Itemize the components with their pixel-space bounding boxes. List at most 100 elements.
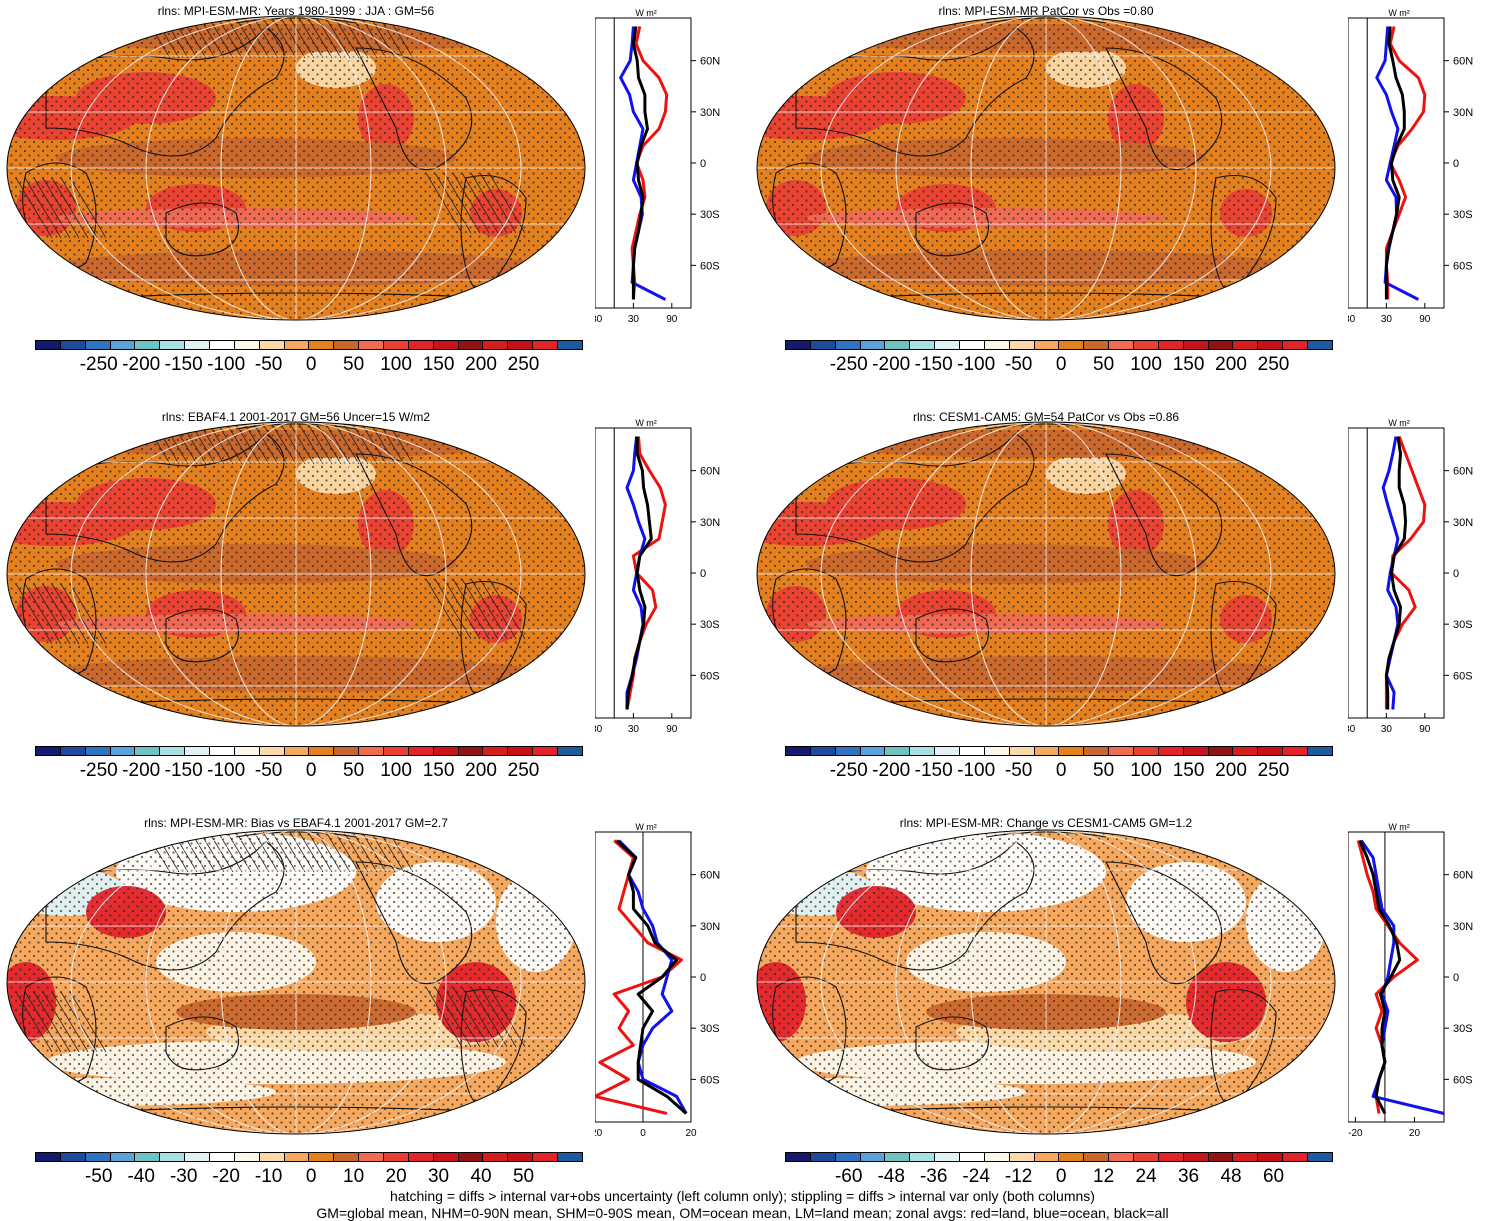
y-tick-label: 30S [700, 209, 720, 221]
colorbar-swatch [860, 341, 886, 349]
colorbar-labels: -50 -40 -30 -20 -10 0 10 20 30 40 50 [35, 1166, 583, 1190]
panel-title: rlns: MPI-ESM-MR: Years 1980-1999 : JJA … [157, 4, 435, 18]
zonal-mean-plot: W m² -20 0 20 60N 30N 0 30S 60S [595, 822, 720, 1139]
coastline [45, 841, 285, 971]
colorbar-tick-label: -50 [1004, 354, 1033, 375]
colorbar-swatch [558, 341, 582, 349]
colorbar-swatch [284, 747, 310, 755]
colorbar-swatch [60, 1153, 86, 1161]
colorbar-swatch [1283, 341, 1309, 349]
colorbar-swatch [36, 341, 61, 349]
colorbar-swatch [935, 747, 961, 755]
colorbar-tick-label: 12 [1093, 1166, 1115, 1187]
zonal-mean-plot: W m² -30 30 90 60N 30N 0 30S 60S [595, 418, 720, 735]
colorbar-tick-label: -200 [872, 760, 911, 781]
colorbar-swatch [1059, 1153, 1085, 1161]
colorbar-swatch [384, 747, 409, 755]
colorbar-swatch [234, 747, 260, 755]
coastline [915, 608, 990, 663]
colorbar-swatch [1109, 747, 1135, 755]
zonal-line-all [615, 839, 688, 1115]
y-tick-label: 60N [700, 56, 720, 68]
colorbar-tick-label: 0 [1055, 354, 1067, 375]
colorbar-labels: -250 -200 -150 -100 -50 0 50 100 150 200 250 [35, 354, 583, 378]
colorbar-tick-label: 200 [1215, 354, 1247, 375]
colorbar-swatch [408, 341, 434, 349]
colorbar-swatch [786, 1153, 811, 1161]
coastline [1105, 861, 1223, 985]
colorbar-tick-label: 10 [343, 1166, 365, 1187]
zonal-unit-label: W m² [635, 418, 657, 428]
colorbar-swatch [408, 747, 434, 755]
colorbar-swatch [1158, 1153, 1184, 1161]
colorbar-swatch [1009, 747, 1035, 755]
colorbar-swatch [1183, 747, 1209, 755]
colorbar [785, 340, 1333, 350]
colorbar-swatch [810, 747, 836, 755]
colorbar-swatch [860, 1153, 886, 1161]
colorbar-swatch [508, 1153, 534, 1161]
colorbar-swatch [885, 747, 911, 755]
colorbar-swatch [1233, 747, 1259, 755]
world-map [756, 421, 1336, 727]
colorbar-tick-label: 250 [507, 760, 540, 781]
colorbar-swatch [433, 747, 459, 755]
x-tick-label: 0 [640, 1128, 646, 1139]
y-tick-label: 30N [1453, 517, 1473, 529]
colorbar-tick-label: 100 [1130, 354, 1162, 375]
colorbar-swatch [185, 341, 211, 349]
x-tick-label: 90 [666, 314, 678, 325]
x-tick-label: 30 [1381, 314, 1393, 325]
coastline [355, 47, 473, 171]
colorbar-swatch [359, 341, 385, 349]
zonal-mean-plot: W m² -30 30 90 60N 30N 0 30S 60S [595, 8, 720, 325]
panel-title: rlns: MPI-ESM-MR PatCor vs Obs =0.80 [938, 4, 1154, 18]
colorbar-swatch [835, 1153, 861, 1161]
zonal-mean-plot: W m² -30 30 90 60N 30N 0 30S 60S [1348, 8, 1473, 325]
y-tick-label: 60S [700, 1074, 720, 1086]
y-tick-label: 30N [700, 517, 720, 529]
colorbar-tick-label: -100 [957, 760, 996, 781]
colorbar-swatch [786, 747, 811, 755]
x-tick-label: -30 [1348, 314, 1356, 325]
colorbar-tick-label: 0 [305, 354, 317, 375]
zonal-unit-label: W m² [1388, 822, 1410, 832]
colorbar-swatch [135, 341, 161, 349]
colorbar-swatch [135, 1153, 161, 1161]
colorbar-swatch [935, 1153, 961, 1161]
colorbar-swatch [533, 1153, 559, 1161]
colorbar-swatch [309, 341, 335, 349]
panel-title: rlns: MPI-ESM-MR: Bias vs EBAF4.1 2001-2… [144, 816, 448, 830]
y-tick-label: 60N [700, 870, 720, 882]
colorbar-tick-label: -50 [254, 760, 283, 781]
coastline [1105, 47, 1223, 171]
colorbar-swatch [885, 1153, 911, 1161]
zonal-unit-label: W m² [635, 8, 657, 18]
coastline [915, 1016, 990, 1071]
x-tick-label: 90 [666, 724, 678, 735]
x-tick-label: -30 [595, 724, 603, 735]
graticule [757, 422, 1335, 726]
y-tick-label: 60N [700, 466, 720, 478]
colorbar [35, 746, 583, 756]
coastline [45, 27, 285, 157]
y-tick-label: 0 [700, 158, 706, 170]
colorbar-swatch [885, 341, 911, 349]
colorbar-swatch [1258, 747, 1284, 755]
colorbar-tick-label: 200 [465, 760, 497, 781]
colorbar-tick-label: 200 [1215, 760, 1247, 781]
world-map [756, 15, 1336, 321]
colorbar-swatch [1283, 1153, 1309, 1161]
colorbar-swatch [309, 1153, 335, 1161]
colorbar [35, 340, 583, 350]
colorbar-swatch [458, 341, 484, 349]
coastline [795, 27, 1035, 157]
colorbar-tick-label: -60 [834, 1166, 863, 1187]
colorbar-swatch [433, 341, 459, 349]
colorbar-tick-label: -200 [122, 354, 161, 375]
y-tick-label: 60N [1453, 870, 1473, 882]
colorbar-tick-label: 200 [465, 354, 497, 375]
colorbar-swatch [160, 341, 186, 349]
zonal-mean-plot: W m² -20 20 60N 30N 0 30S 60S [1348, 822, 1473, 1139]
colorbar [35, 1152, 583, 1162]
